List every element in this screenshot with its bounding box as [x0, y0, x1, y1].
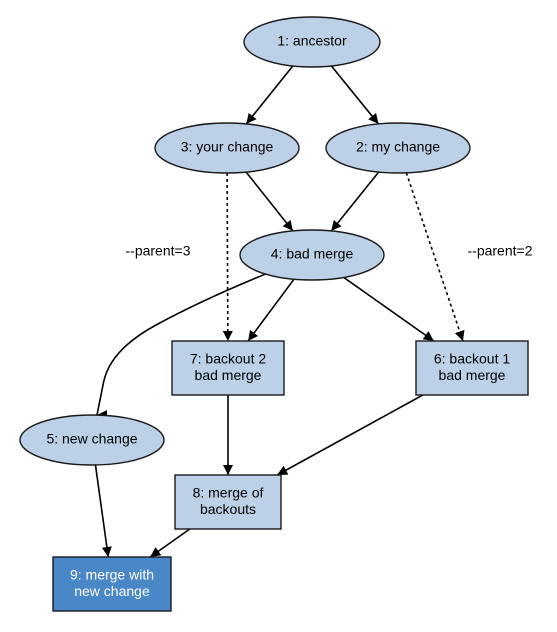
- node-n5: 5: new change: [20, 415, 164, 465]
- node-n8: 8: merge ofbackouts: [175, 475, 281, 529]
- edge-n2-n6: [406, 173, 463, 341]
- node-n1-label-0: 1: ancestor: [277, 33, 347, 49]
- node-n5-label-0: 5: new change: [46, 431, 137, 447]
- node-n1: 1: ancestor: [244, 17, 380, 67]
- edge-n4-n6: [344, 277, 434, 341]
- edge-n6-n8: [277, 395, 423, 475]
- node-n2-label-0: 2: my change: [356, 139, 440, 155]
- node-n4-label-0: 4: bad merge: [271, 246, 354, 262]
- node-n3: 3: your change: [155, 123, 299, 173]
- edge-label-0: --parent=3: [126, 243, 191, 259]
- node-n6-label-1: bad merge: [439, 367, 506, 383]
- node-n2: 2: my change: [326, 123, 470, 173]
- node-n7-label-0: 7: backout 2: [190, 351, 266, 367]
- node-n8-label-0: 8: merge of: [193, 485, 264, 501]
- node-n8-label-1: backouts: [200, 501, 256, 517]
- node-n4: 4: bad merge: [240, 230, 384, 280]
- edge-n2-n4: [331, 172, 378, 231]
- node-n6-label-0: 6: backout 1: [434, 351, 510, 367]
- node-n9: 9: merge withnew change: [53, 557, 171, 611]
- edge-n8-n9: [150, 529, 190, 557]
- edge-label-1: --parent=2: [468, 243, 533, 259]
- node-n9-label-1: new change: [74, 583, 150, 599]
- node-n9-label-0: 9: merge with: [70, 567, 154, 583]
- edge-n4-n7: [248, 279, 294, 341]
- node-n6: 6: backout 1bad merge: [416, 341, 528, 395]
- edge-n3-n7: [227, 173, 228, 341]
- node-n7: 7: backout 2bad merge: [172, 341, 284, 395]
- edge-n1-n3: [246, 66, 292, 124]
- node-n3-label-0: 3: your change: [181, 139, 274, 155]
- diagram-canvas: 1: ancestor 3: your change 2: my change 4: …: [0, 0, 557, 632]
- edge-n5-n9: [95, 465, 108, 557]
- node-n7-label-1: bad merge: [195, 367, 262, 383]
- edge-n1-n2: [331, 66, 378, 124]
- edge-n3-n4: [246, 172, 293, 231]
- nodes-layer: 1: ancestor 3: your change 2: my change 4: …: [20, 17, 528, 611]
